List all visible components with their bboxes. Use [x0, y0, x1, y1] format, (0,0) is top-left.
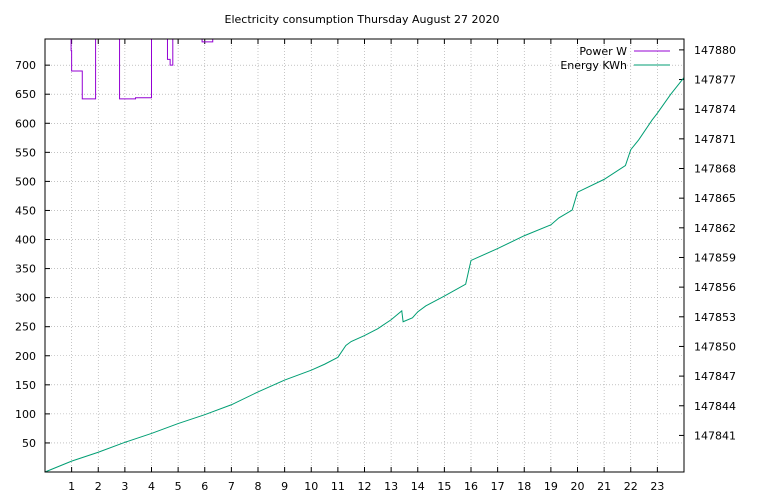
- x-tick-label: 8: [255, 480, 262, 493]
- x-tick-label: 4: [148, 480, 155, 493]
- x-tick-label: 21: [597, 480, 611, 493]
- plot-frame: [44, 38, 685, 473]
- x-tick-label: 14: [411, 480, 425, 493]
- y-right-tick-label: 147868: [694, 163, 736, 176]
- y-right-tick-label: 147841: [694, 429, 736, 442]
- y-right-tick-label: 147880: [694, 44, 736, 57]
- x-tick-label: 1: [68, 480, 75, 493]
- series-lines: [44, 38, 685, 473]
- x-tick-label: 5: [175, 480, 182, 493]
- x-tick-label: 18: [517, 480, 531, 493]
- legend-label: Power W: [579, 45, 627, 58]
- grid: [45, 39, 684, 472]
- legend-label: Energy KWh: [560, 59, 627, 72]
- x-tick-label: 19: [544, 480, 558, 493]
- y-right-tick-label: 147847: [694, 370, 736, 383]
- y-right-tick-label: 147844: [694, 400, 736, 413]
- series-line-0: [70, 38, 214, 100]
- x-tick-label: 10: [304, 480, 318, 493]
- y-right-ticks: 147841 147844 147847 147850 147853 147856 1478…: [679, 44, 736, 442]
- y-left-tick-label: 700: [15, 59, 36, 72]
- y-right-tick-label: 147865: [694, 192, 736, 205]
- y-left-tick-label: 350: [15, 263, 36, 276]
- y-left-tick-label: 200: [15, 350, 36, 363]
- x-tick-label: 15: [437, 480, 451, 493]
- x-tick-label: 13: [384, 480, 398, 493]
- y-left-tick-label: 250: [15, 321, 36, 334]
- x-tick-label: 17: [491, 480, 505, 493]
- x-tick-label: 22: [624, 480, 638, 493]
- y-left-tick-label: 300: [15, 292, 36, 305]
- y-left-tick-label: 450: [15, 204, 36, 217]
- x-tick-label: 9: [281, 480, 288, 493]
- y-right-tick-label: 147874: [694, 103, 736, 116]
- x-tick-label: 11: [331, 480, 345, 493]
- x-tick-label: 3: [121, 480, 128, 493]
- chart-title: Electricity consumption Thursday August …: [225, 13, 500, 26]
- y-left-tick-label: 50: [22, 437, 36, 450]
- y-right-tick-label: 147856: [694, 281, 736, 294]
- series-line-1: [44, 77, 685, 473]
- y-right-tick-label: 147877: [694, 74, 736, 87]
- y-left-tick-label: 400: [15, 234, 36, 247]
- y-right-tick-label: 147853: [694, 311, 736, 324]
- y-right-tick-label: 147859: [694, 251, 736, 264]
- y-left-tick-label: 100: [15, 408, 36, 421]
- x-tick-label: 23: [650, 480, 664, 493]
- x-tick-label: 2: [95, 480, 102, 493]
- x-ticks: 1 2 3 4 5 6 7 8 9 10 11 12 13 14 15 16 17 18 19 20 21 22 23: [68, 39, 664, 493]
- x-tick-label: 7: [228, 480, 235, 493]
- y-right-tick-label: 147850: [694, 340, 736, 353]
- y-left-tick-label: 650: [15, 88, 36, 101]
- x-tick-label: 16: [464, 480, 478, 493]
- y-left-tick-label: 550: [15, 146, 36, 159]
- y-left-ticks: 50 100 150 200 250 300 350 400 450 500 550 600 650 70…: [15, 59, 50, 450]
- y-left-tick-label: 500: [15, 175, 36, 188]
- y-right-tick-label: 147871: [694, 133, 736, 146]
- y-right-tick-label: 147862: [694, 222, 736, 235]
- x-tick-label: 12: [358, 480, 372, 493]
- y-left-tick-label: 600: [15, 117, 36, 130]
- y-left-tick-label: 150: [15, 379, 36, 392]
- x-tick-label: 20: [571, 480, 585, 493]
- x-tick-label: 6: [201, 480, 208, 493]
